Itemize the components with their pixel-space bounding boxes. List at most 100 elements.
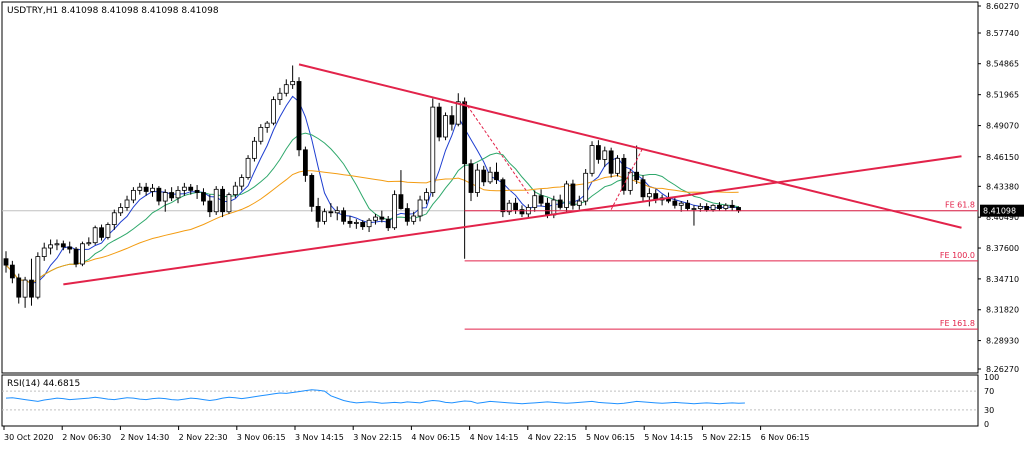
candle-bull: [35, 256, 41, 298]
candle-bull: [551, 199, 557, 216]
rsi-tick-label: 0: [984, 420, 989, 429]
ma-slow-line: [5, 170, 739, 285]
candle-bull: [181, 186, 187, 191]
candle-bear: [67, 246, 73, 250]
candle-bull: [411, 215, 417, 222]
candle-bear: [672, 200, 678, 206]
candle-bull: [474, 169, 480, 193]
candle-bear: [545, 202, 550, 216]
candle-bear: [468, 163, 474, 193]
candle-bull: [615, 157, 620, 174]
candle-bull: [258, 126, 264, 142]
current-price-label: 8.41098: [983, 207, 1016, 216]
y-tick-label: 8.57740: [986, 29, 1019, 38]
x-tick-label: 4 Nov 06:15: [411, 433, 460, 442]
candle-bear: [640, 179, 646, 198]
candle-bull: [646, 193, 652, 198]
rsi-plot-frame: [1, 374, 979, 427]
x-tick-label: 2 Nov 14:30: [120, 433, 169, 442]
candle-bear: [309, 175, 315, 207]
fib-leg-down: [464, 101, 529, 194]
fib-level-label: FE 161.8: [940, 319, 975, 328]
y-tick-label: 8.26270: [986, 365, 1019, 374]
x-tick-label: 4 Nov 14:15: [470, 433, 519, 442]
candle-bull: [252, 140, 257, 159]
rsi-tick-label: 100: [984, 373, 999, 382]
rsi-tick-label: 70: [984, 387, 994, 396]
candle-bull: [232, 185, 238, 196]
y-tick-label: 8.54865: [986, 60, 1019, 69]
candle-bull: [264, 122, 270, 128]
candle-bear: [194, 189, 200, 193]
current-price-box: [980, 204, 1024, 217]
candle-bull: [86, 242, 92, 245]
candle-bull: [80, 243, 85, 265]
x-tick-label: 3 Nov 06:15: [237, 433, 286, 442]
candle-bear: [513, 202, 518, 211]
rsi-label: RSI(14) 44.6815: [7, 379, 80, 389]
candle-bear: [557, 199, 563, 208]
candle-bear: [9, 264, 15, 279]
candle-bear: [201, 192, 206, 202]
candle-bull: [105, 224, 111, 238]
candle-bear: [608, 150, 614, 174]
y-tick-label: 8.28930: [986, 337, 1019, 346]
candle-bear: [3, 258, 9, 266]
candle-bear: [449, 115, 455, 125]
x-tick-label: 5 Nov 22:15: [702, 433, 751, 442]
candle-bear: [207, 200, 213, 213]
candle-bull: [691, 208, 697, 210]
trend-top-line: [298, 63, 962, 229]
candle-bull: [322, 211, 327, 222]
candle-bear: [519, 209, 525, 215]
candle-bear: [29, 279, 34, 298]
candle-bear: [570, 183, 576, 206]
x-tick-label: 4 Nov 22:15: [528, 433, 577, 442]
candle-bear: [220, 188, 225, 213]
candle-bear: [379, 216, 385, 220]
candle-bull: [226, 194, 232, 213]
candle-bull: [118, 207, 124, 214]
candle-bear: [385, 218, 391, 229]
candle-bear: [704, 205, 710, 211]
candle-bull: [130, 189, 136, 201]
candle-bull: [392, 194, 397, 229]
candle-bull: [41, 247, 47, 257]
candle-bull: [366, 219, 372, 228]
candle-bull: [22, 279, 28, 298]
y-tick-label: 8.51965: [986, 91, 1019, 100]
y-tick-label: 8.37600: [986, 244, 1019, 253]
candle-bear: [60, 243, 66, 248]
candle-bear: [188, 186, 194, 191]
candle-bull: [424, 192, 429, 201]
candle-bull: [627, 171, 633, 191]
fib-leg-up: [610, 147, 644, 210]
chart-title: USDTRY,H1 8.41098 8.41098 8.41098 8.4109…: [7, 6, 219, 16]
rsi-line: [5, 389, 745, 405]
candle-bull: [277, 92, 283, 101]
candle-bear: [315, 205, 321, 222]
candle-bear: [736, 207, 741, 212]
x-tick-label: 3 Nov 22:15: [353, 433, 402, 442]
candle-bull: [283, 84, 289, 94]
candle-bear: [596, 145, 601, 160]
candle-bull: [373, 216, 378, 221]
candle-bear: [462, 101, 468, 165]
candle-bull: [92, 227, 98, 244]
x-tick-label: 5 Nov 06:15: [586, 433, 635, 442]
candle-bull: [111, 212, 117, 225]
candle-bull: [697, 205, 703, 209]
candle-bull: [290, 81, 296, 86]
y-tick-label: 8.43380: [986, 182, 1019, 191]
y-tick-label: 8.46150: [986, 153, 1019, 162]
y-tick-label: 8.31820: [986, 306, 1019, 315]
candle-bear: [494, 171, 499, 181]
candle-bull: [487, 171, 493, 183]
candle-bull: [443, 115, 448, 138]
candle-bull: [430, 106, 436, 193]
candle-bull: [583, 172, 589, 202]
candle-bear: [296, 81, 302, 151]
ma-mid-line: [5, 132, 739, 285]
fib-level-label: FE 61.8: [945, 201, 975, 210]
